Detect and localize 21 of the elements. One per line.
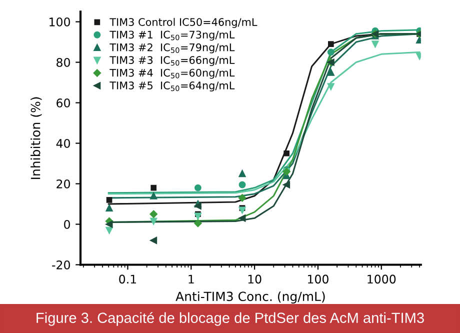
- legend-label: TIM3 #4 IC$_{50}$=60ng/mL: [110, 68, 235, 79]
- legend-label: TIM3 #5 IC$_{50}$=64ng/mL: [110, 82, 235, 92]
- x-axis-title: Anti-TIM3 Conc. (ng/mL): [176, 291, 325, 304]
- x-tick-label: 1000: [368, 274, 396, 284]
- legend-label: TIM3 #1 IC$_{50}$=73ng/mL: [110, 30, 235, 41]
- text: Figure 3. Capacité de blocage de PtdSer des AcM anti-TIM3: [36, 312, 424, 326]
- legend-label: TIM3 #3 IC$_{50}$=66ng/mL: [110, 56, 235, 66]
- y-tick-label: 20: [56, 179, 70, 188]
- y-tick-label: -20: [52, 260, 70, 270]
- x-tick-label: 1: [188, 274, 194, 284]
- y-tick-label: 0: [64, 220, 70, 229]
- y-tick-label: 100: [50, 18, 70, 26]
- legend-label: TIM3 #2 IC$_{50}$=79ng/mL: [110, 43, 235, 54]
- legend-label: TIM3 Control IC50=46ng/mL: [110, 18, 258, 28]
- y-tick-label: 60: [56, 98, 70, 108]
- y-tick-label: 40: [56, 138, 70, 148]
- x-tick-label: 10: [248, 274, 262, 284]
- y-axis-title: Inhibition (%): [30, 97, 42, 179]
- y-tick-label: 80: [56, 58, 70, 67]
- x-tick-label: 100: [308, 274, 328, 284]
- x-tick-label: 0.1: [119, 274, 136, 284]
